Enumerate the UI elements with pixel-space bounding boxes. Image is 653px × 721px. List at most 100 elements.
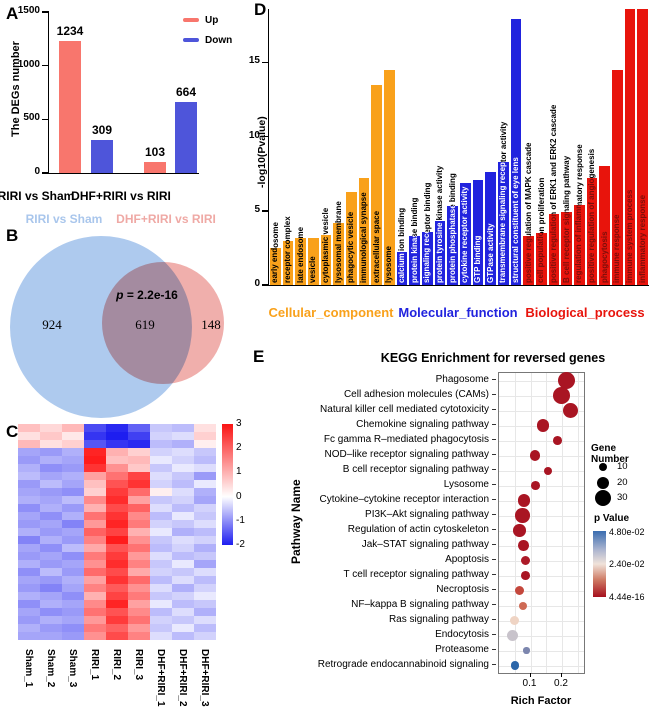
heatmap-cell	[40, 544, 62, 552]
heatmap-cell	[128, 560, 150, 568]
heatmap-cell	[150, 464, 172, 472]
heatmap-cell	[40, 528, 62, 536]
colorbar-tick-label: 2	[236, 442, 242, 454]
venn-count-overlap: 619	[135, 317, 155, 332]
pathway-label: Regulation of actin cytoskeleton	[347, 524, 489, 535]
pathway-label: Fc gamma R–mediated phagocytosis	[323, 434, 489, 445]
heatmap-cell	[172, 440, 194, 448]
deg-bar-down	[175, 101, 197, 173]
heatmap-cell	[62, 552, 84, 560]
heatmap-cell	[150, 480, 172, 488]
panel-a-plot-area: 0 500 1000 1500 1234 309 103 664	[18, 5, 199, 177]
heatmap-cell	[150, 472, 172, 480]
heatmap-cell	[84, 608, 106, 616]
heatmap-cell	[18, 512, 40, 520]
heatmap-cell	[18, 496, 40, 504]
heatmap-cell	[150, 520, 172, 528]
heatmap-cell	[18, 544, 40, 552]
heatmap-cell	[106, 584, 128, 592]
heatmap-cell	[172, 464, 194, 472]
go-term-label-inside: phagocytosis	[599, 231, 609, 283]
a-y-tick-mark	[42, 11, 49, 13]
heatmap-cell	[172, 632, 194, 640]
heatmap-cell	[18, 624, 40, 632]
heatmap-cell	[172, 616, 194, 624]
heatmap-row	[18, 424, 216, 432]
heatmap-cell	[84, 512, 106, 520]
heatmap-cell	[18, 632, 40, 640]
heatmap-cell	[84, 480, 106, 488]
heatmap-cell	[150, 488, 172, 496]
gridline-horizontal	[499, 590, 584, 592]
colorbar-tick-label: 1	[236, 466, 242, 478]
go-bar-mf: protein tyrosine kinase activity	[434, 221, 446, 285]
go-term-label-inside: inflammatory response	[637, 194, 647, 283]
heatmap-cell	[128, 464, 150, 472]
gridline-horizontal	[499, 440, 584, 442]
pathway-dot	[519, 601, 528, 610]
pathway-label: Cytokine–cytokine receptor interaction	[319, 494, 489, 505]
gene-number-legend-dot	[595, 490, 611, 506]
legend-row-down: Down	[183, 30, 232, 50]
heatmap-cell	[128, 616, 150, 624]
heatmap-cell	[172, 592, 194, 600]
heatmap-cell	[62, 432, 84, 440]
heatmap-cell	[128, 544, 150, 552]
pathway-label: Chemokine signaling pathway	[356, 419, 489, 430]
go-bar-cc: lysosome	[383, 69, 395, 285]
go-term-label-inside: cell population proliferation	[536, 233, 545, 283]
legend-label-up: Up	[205, 14, 219, 26]
heatmap-cell	[194, 496, 216, 504]
heatmap-row	[18, 552, 216, 560]
gridline-horizontal	[499, 515, 584, 517]
heatmap-cell	[84, 576, 106, 584]
heatmap-cell	[106, 496, 128, 504]
pathway-dot	[521, 571, 531, 580]
heatmap-cell	[150, 536, 172, 544]
kegg-title: KEGG Enrichment for reversed genes	[380, 351, 606, 365]
heatmap-row	[18, 544, 216, 552]
pathway-dot	[514, 585, 525, 596]
heatmap-cell	[106, 608, 128, 616]
go-bar-mf: GTP binding	[472, 179, 484, 285]
heatmap-cell	[40, 576, 62, 584]
gridline-vertical	[530, 373, 532, 673]
pathway-dot	[509, 615, 520, 626]
pathway-label: PI3K–Akt signaling pathway	[365, 509, 489, 520]
a-y-tick-label: 500	[23, 112, 40, 124]
pathway-tick-mark	[492, 499, 496, 501]
heatmap-row	[18, 480, 216, 488]
go-bar-bp: B cell receptor signaling pathway	[561, 212, 573, 285]
heatmap-cell	[106, 568, 128, 576]
panel-b-label: B	[6, 226, 19, 245]
legend-swatch-down	[183, 38, 199, 42]
heatmap-cell	[172, 488, 194, 496]
heatmap-cell	[40, 424, 62, 432]
panel-e-plot-area	[498, 371, 585, 674]
heatmap-cell	[18, 600, 40, 608]
venn-set1-title: RIRI vs Sham	[25, 212, 103, 226]
deg-bar-down	[91, 139, 113, 173]
heatmap-cell	[172, 576, 194, 584]
heatmap-cell	[128, 472, 150, 480]
d-y-tick-mark	[262, 210, 269, 212]
a-y-tick-label: 1500	[17, 5, 40, 16]
pathway-dot	[518, 540, 529, 551]
heatmap-cell	[172, 608, 194, 616]
heatmap-row	[18, 504, 216, 512]
heatmap-cell	[172, 456, 194, 464]
a-y-tick-label: 1000	[17, 58, 40, 70]
pathway-label: Apoptosis	[445, 554, 489, 565]
heatmap-cell	[18, 448, 40, 456]
heatmap-cell	[18, 576, 40, 584]
heatmap-cell	[106, 624, 128, 632]
heatmap-cell	[18, 488, 40, 496]
heatmap-cell	[62, 512, 84, 520]
heatmap-cell	[62, 448, 84, 456]
panel-c-label: C	[6, 422, 19, 441]
heatmap-cell	[40, 568, 62, 576]
pathway-tick-mark	[492, 619, 496, 621]
heatmap-cell	[106, 448, 128, 456]
heatmap-cell	[84, 528, 106, 536]
